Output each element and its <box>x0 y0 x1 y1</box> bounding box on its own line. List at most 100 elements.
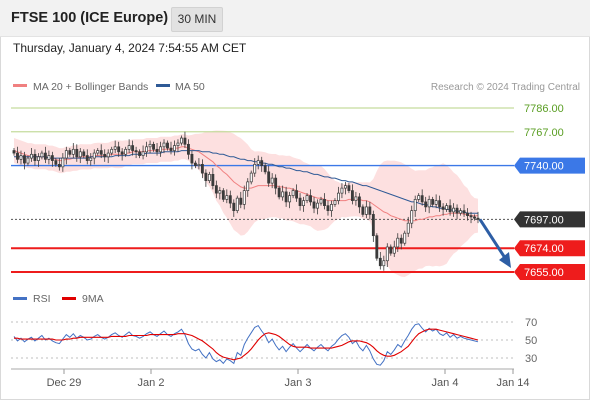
candle-body <box>110 148 114 154</box>
ma50-legend-swatch <box>156 84 170 87</box>
candle-body <box>473 216 476 219</box>
rsi-line <box>13 323 479 366</box>
candle-body <box>68 150 72 155</box>
candle-body <box>263 165 267 173</box>
candle-body <box>288 195 292 203</box>
candle-body <box>459 210 462 214</box>
x-tick-label: Jan 2 <box>138 377 165 389</box>
candle-body <box>438 200 442 208</box>
candle-body <box>277 187 281 198</box>
candle-body <box>295 190 299 199</box>
candle-body <box>85 155 89 161</box>
candle-body <box>12 150 16 154</box>
candle-body <box>155 148 159 153</box>
candle-body <box>389 246 393 254</box>
candle-body <box>204 172 208 181</box>
candle-body <box>82 151 86 156</box>
ma20-legend-swatch <box>13 84 27 87</box>
candle-body <box>138 151 142 156</box>
ma20-legend-label: MA 20 + Bollinger Bands <box>33 81 148 93</box>
candle-body <box>441 206 445 210</box>
candle-body <box>228 195 232 204</box>
candle-body <box>431 199 435 205</box>
candle-body <box>54 160 58 165</box>
rsi-tick-label: 30 <box>525 353 537 365</box>
candle-body <box>47 155 51 160</box>
candle-body <box>61 157 65 168</box>
candle-body <box>406 222 410 234</box>
instrument-title: FTSE 100 (ICE Europe) <box>11 10 169 26</box>
candlesticks <box>12 131 480 271</box>
candle-body <box>256 160 260 165</box>
moving-averages <box>13 146 478 222</box>
candle-body <box>337 192 340 201</box>
resistance-label: 7786.00 <box>524 103 564 115</box>
candle-body <box>326 205 330 212</box>
candle-body <box>242 190 246 205</box>
rsi-gridlines: 70 50 30 <box>11 317 537 365</box>
rsi-legend-label: RSI <box>33 293 51 305</box>
candle-body <box>131 145 135 151</box>
rsi-tick-label: 50 <box>525 335 537 347</box>
candle-body <box>211 174 215 186</box>
candle-body <box>309 195 312 203</box>
candle-body <box>71 148 75 155</box>
candle-body <box>330 204 333 212</box>
candle-body <box>333 200 337 205</box>
candle-body <box>476 217 480 220</box>
x-tick-label: Jan 14 <box>496 377 529 389</box>
candle-body <box>43 152 47 160</box>
candle-body <box>40 152 44 158</box>
candle-body <box>225 195 229 200</box>
support-tag <box>514 240 585 257</box>
forecast-arrow-head <box>499 252 511 268</box>
candle-body <box>89 157 93 161</box>
chart-header: FTSE 100 (ICE Europe) 30 MIN <box>0 0 590 37</box>
x-axis: Dec 29 Jan 2 Jan 3 Jan 4 Jan 14 <box>11 368 530 389</box>
forecast-arrow-shaft <box>478 218 509 262</box>
candle-body <box>159 146 162 153</box>
candle-body <box>343 185 347 189</box>
candle-body <box>385 246 389 262</box>
candle-body <box>361 206 365 215</box>
candle-body <box>152 143 155 150</box>
candle-body <box>396 237 400 248</box>
candle-body <box>399 237 403 244</box>
candle-body <box>316 202 319 209</box>
timeframe-button[interactable]: 30 MIN <box>171 7 223 32</box>
current-label: 7697.00 <box>524 214 564 226</box>
candle-body <box>148 143 152 148</box>
candle-body <box>214 185 218 194</box>
candle-body <box>99 150 103 155</box>
candle-body <box>221 190 225 200</box>
candle-body <box>23 155 26 164</box>
candle-body <box>16 152 19 160</box>
candle-body <box>274 177 278 189</box>
ma50-line <box>14 150 478 214</box>
candle-body <box>392 246 396 254</box>
candle-body <box>169 147 173 151</box>
price-levels <box>11 107 514 273</box>
candle-body <box>364 206 368 215</box>
candle-body <box>141 151 145 156</box>
candle-body <box>253 163 257 174</box>
candle-body <box>36 156 40 161</box>
candle-body <box>417 195 421 200</box>
candle-body <box>413 199 417 212</box>
candle-body <box>26 157 30 164</box>
data-credit: Research © 2024 Trading Central <box>431 82 580 93</box>
candle-body <box>281 191 285 198</box>
candle-body <box>375 235 379 259</box>
candle-body <box>260 160 264 166</box>
candle-body <box>197 163 201 166</box>
candle-body <box>235 197 239 212</box>
candle-body <box>410 210 414 224</box>
candle-body <box>180 137 183 144</box>
candle-body <box>75 148 79 158</box>
candle-body <box>50 155 54 161</box>
candle-body <box>462 210 466 214</box>
candle-body <box>33 153 37 161</box>
candle-body <box>190 153 194 164</box>
candle-body <box>469 215 473 218</box>
candle-body <box>452 207 456 213</box>
